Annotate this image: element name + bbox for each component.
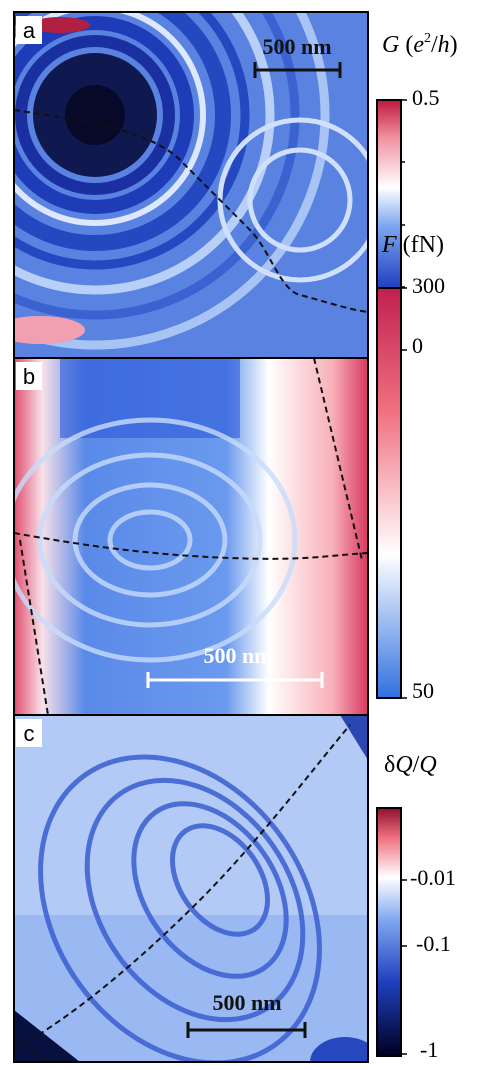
t: Q bbox=[395, 752, 412, 778]
panel-label-box bbox=[16, 362, 42, 390]
colorbar-tick-label: 50 bbox=[412, 678, 434, 703]
scale-bar bbox=[253, 62, 342, 78]
panel-label-box bbox=[16, 719, 42, 747]
panel-label-box bbox=[16, 16, 42, 44]
colorbar-tick-label: -0.01 bbox=[410, 865, 456, 890]
panel-c-image bbox=[14, 715, 368, 1062]
colorbar-tick-label: 300 bbox=[412, 273, 445, 298]
scale-bar-label: 500 nm bbox=[262, 34, 331, 59]
t: G bbox=[382, 32, 399, 58]
colorbar-tick-label: 0.5 bbox=[412, 85, 440, 110]
panel-label: a bbox=[23, 18, 36, 43]
panel-label: b bbox=[23, 364, 35, 389]
panel-c-frame bbox=[13, 714, 369, 1063]
colorbar-tick-label: 0 bbox=[412, 333, 423, 358]
t: (fN) bbox=[397, 232, 444, 258]
colorbar-tick-label: -0.1 bbox=[416, 931, 451, 956]
scale-bar-label: 500 nm bbox=[212, 990, 281, 1015]
t: F bbox=[381, 232, 397, 258]
t: ) bbox=[450, 32, 458, 58]
panel-label: c bbox=[24, 721, 35, 746]
colorbar bbox=[376, 807, 402, 1057]
t: e bbox=[413, 32, 424, 58]
panel-b-image bbox=[14, 358, 368, 715]
colorbar bbox=[376, 287, 402, 699]
scale-bar bbox=[186, 1022, 307, 1038]
colorbar-title: G (e2/h) bbox=[382, 31, 458, 58]
t: / bbox=[431, 32, 438, 58]
scale-bar bbox=[146, 672, 324, 688]
colorbar-title: F (fN) bbox=[381, 232, 444, 258]
t: 2 bbox=[424, 31, 431, 46]
scale-bar-label: 500 nm bbox=[203, 643, 272, 668]
t: δ bbox=[384, 752, 395, 778]
t: / bbox=[413, 752, 420, 778]
t: ( bbox=[399, 32, 413, 58]
t: h bbox=[438, 32, 450, 58]
colorbar-tick-label: -1 bbox=[420, 1037, 438, 1062]
colorbar-title: δQ/Q bbox=[384, 752, 437, 778]
t: Q bbox=[419, 752, 436, 778]
